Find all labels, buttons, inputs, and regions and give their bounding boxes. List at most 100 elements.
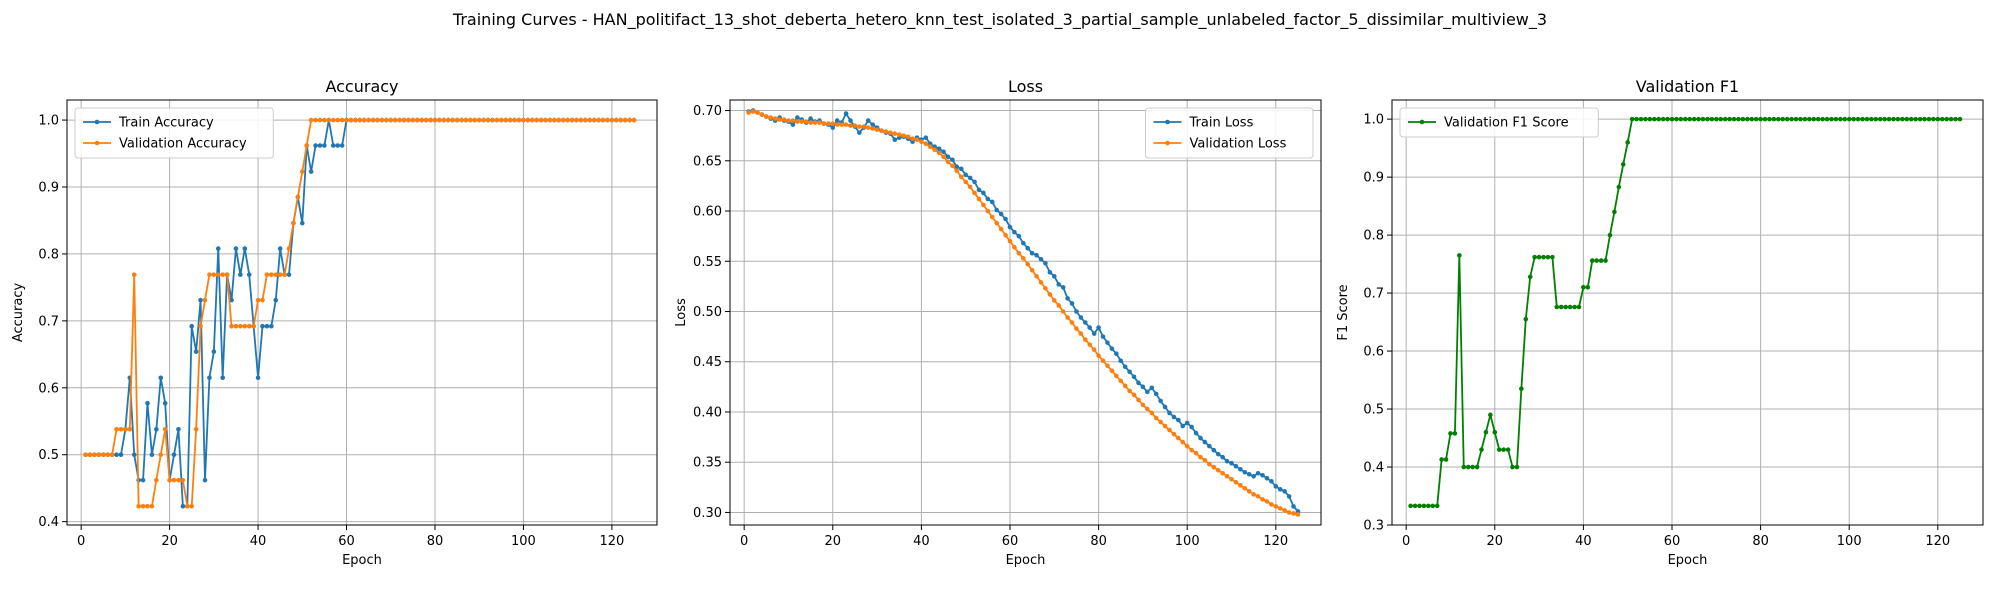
- train-loss-point: [1025, 245, 1031, 251]
- validation-accuracy-point: [127, 426, 133, 432]
- validation-accuracy-point: [118, 426, 124, 432]
- validation-loss-point: [803, 119, 809, 124]
- train-loss-point: [1233, 463, 1239, 469]
- train-accuracy-point: [273, 297, 279, 303]
- loss-x-tick-label: 60: [1002, 534, 1019, 549]
- accuracy-legend-box: [74, 107, 274, 159]
- loss-y-tick-label: 0.40: [693, 405, 722, 420]
- train-accuracy-legend-marker: [94, 119, 100, 125]
- validation-accuracy-point: [184, 503, 190, 509]
- validation-f1-score-point: [1953, 116, 1958, 122]
- validation-loss-point: [945, 159, 951, 165]
- validation-accuracy-point: [600, 117, 606, 123]
- subplots: 0 20 40 60 80 100 120 0.4 0.5 0.6 0.7 0.8 0.9 1.0 Accu…: [11, 77, 1984, 568]
- validation-f1-score-point: [1824, 116, 1830, 122]
- validation-loss-point: [1136, 397, 1141, 403]
- train-loss-point: [1105, 340, 1110, 345]
- train-accuracy-point: [211, 349, 217, 354]
- validation-f1-score-point: [1585, 284, 1591, 290]
- validation-loss-point: [1078, 331, 1084, 336]
- validation-accuracy-point: [569, 117, 575, 123]
- validation-f1-score-point: [1776, 116, 1781, 122]
- validation-f1-score-point: [1917, 116, 1923, 122]
- validation-f1-score-point: [1939, 116, 1945, 122]
- validation-loss-point: [1158, 419, 1163, 425]
- validation-loss-point: [1189, 447, 1194, 453]
- train-accuracy-point: [202, 477, 208, 483]
- train-loss-point: [1140, 384, 1146, 390]
- validation-loss-point: [950, 163, 955, 169]
- validation-f1-score-point: [1696, 116, 1701, 122]
- validation-f1-score-point: [1496, 447, 1502, 452]
- validation-accuracy-point: [114, 426, 119, 432]
- validation-accuracy-point: [494, 117, 500, 123]
- validation-accuracy-point: [193, 426, 199, 432]
- validation-f1-score-point: [1838, 116, 1843, 122]
- train-accuracy-point: [264, 323, 270, 329]
- validation-f1-score-point: [1873, 116, 1879, 122]
- validation-f1-score-point: [1771, 116, 1777, 122]
- train-loss-point: [843, 111, 849, 116]
- validation-accuracy-point: [308, 117, 314, 123]
- train-accuracy-point: [330, 143, 336, 148]
- validation-accuracy-point: [255, 297, 261, 303]
- validation-f1-score-point: [1581, 284, 1586, 290]
- validation-loss-point: [777, 117, 782, 122]
- validation-f1-score-point: [1620, 162, 1626, 167]
- validation-loss-point: [958, 174, 964, 180]
- validation-f1-x-tick-label: 80: [1752, 534, 1769, 549]
- validation-loss-point: [976, 196, 982, 202]
- validation-accuracy-point: [260, 297, 265, 303]
- train-loss-point: [1176, 417, 1181, 423]
- train-loss-point: [936, 146, 942, 152]
- validation-f1-score-point: [1461, 464, 1467, 470]
- validation-f1-score-point: [1479, 447, 1484, 452]
- train-loss-point: [870, 122, 875, 127]
- validation-loss-point: [927, 144, 933, 150]
- train-loss-point: [1282, 489, 1287, 494]
- validation-accuracy-point: [490, 117, 495, 123]
- train-loss-point: [857, 130, 862, 135]
- validation-loss-point: [861, 124, 867, 129]
- validation-loss-point: [1238, 483, 1243, 488]
- validation-loss-point: [1025, 261, 1031, 267]
- train-accuracy-point: [277, 246, 283, 251]
- train-accuracy-point: [220, 375, 225, 381]
- train-accuracy-point: [317, 143, 323, 148]
- validation-loss-point: [874, 127, 880, 132]
- validation-f1-score-point: [1713, 116, 1719, 122]
- train-accuracy-point: [193, 349, 199, 354]
- train-loss-point: [1184, 420, 1190, 426]
- validation-loss-point: [1193, 450, 1199, 456]
- train-accuracy-point: [162, 400, 168, 406]
- train-loss-point: [1264, 475, 1270, 481]
- validation-f1-score-point: [1554, 304, 1560, 310]
- validation-loss-point: [1056, 303, 1062, 308]
- validation-accuracy-point: [291, 220, 296, 226]
- train-accuracy-point: [198, 297, 203, 303]
- validation-f1-score-point: [1430, 503, 1436, 509]
- validation-f1-score-point: [1678, 116, 1684, 122]
- train-loss-point: [1220, 454, 1225, 460]
- train-loss-point: [985, 196, 991, 202]
- train-loss-series: [746, 108, 1301, 514]
- train-loss-point: [1238, 466, 1243, 472]
- train-accuracy-point: [176, 426, 181, 432]
- validation-accuracy-point: [202, 297, 208, 303]
- loss-x-tick-label: 100: [1175, 534, 1200, 549]
- validation-f1-score-point: [1457, 253, 1462, 258]
- accuracy-legend: Train Accuracy Validation Accuracy: [74, 107, 274, 159]
- validation-f1-score-point: [1598, 258, 1604, 263]
- validation-f1-score-point: [1767, 116, 1772, 122]
- validation-f1-score-point: [1882, 116, 1887, 122]
- validation-loss-point: [1162, 423, 1168, 429]
- validation-loss-point: [1043, 286, 1048, 291]
- train-loss-point: [1100, 334, 1106, 339]
- validation-f1-score-point: [1483, 429, 1489, 435]
- validation-accuracy-point: [529, 117, 535, 123]
- validation-f1-score-series: [1408, 116, 1963, 509]
- validation-f1-score-point: [1944, 116, 1949, 122]
- validation-accuracy-point: [476, 117, 482, 123]
- train-accuracy-point: [114, 452, 119, 458]
- loss-axes-frame: [729, 99, 1322, 526]
